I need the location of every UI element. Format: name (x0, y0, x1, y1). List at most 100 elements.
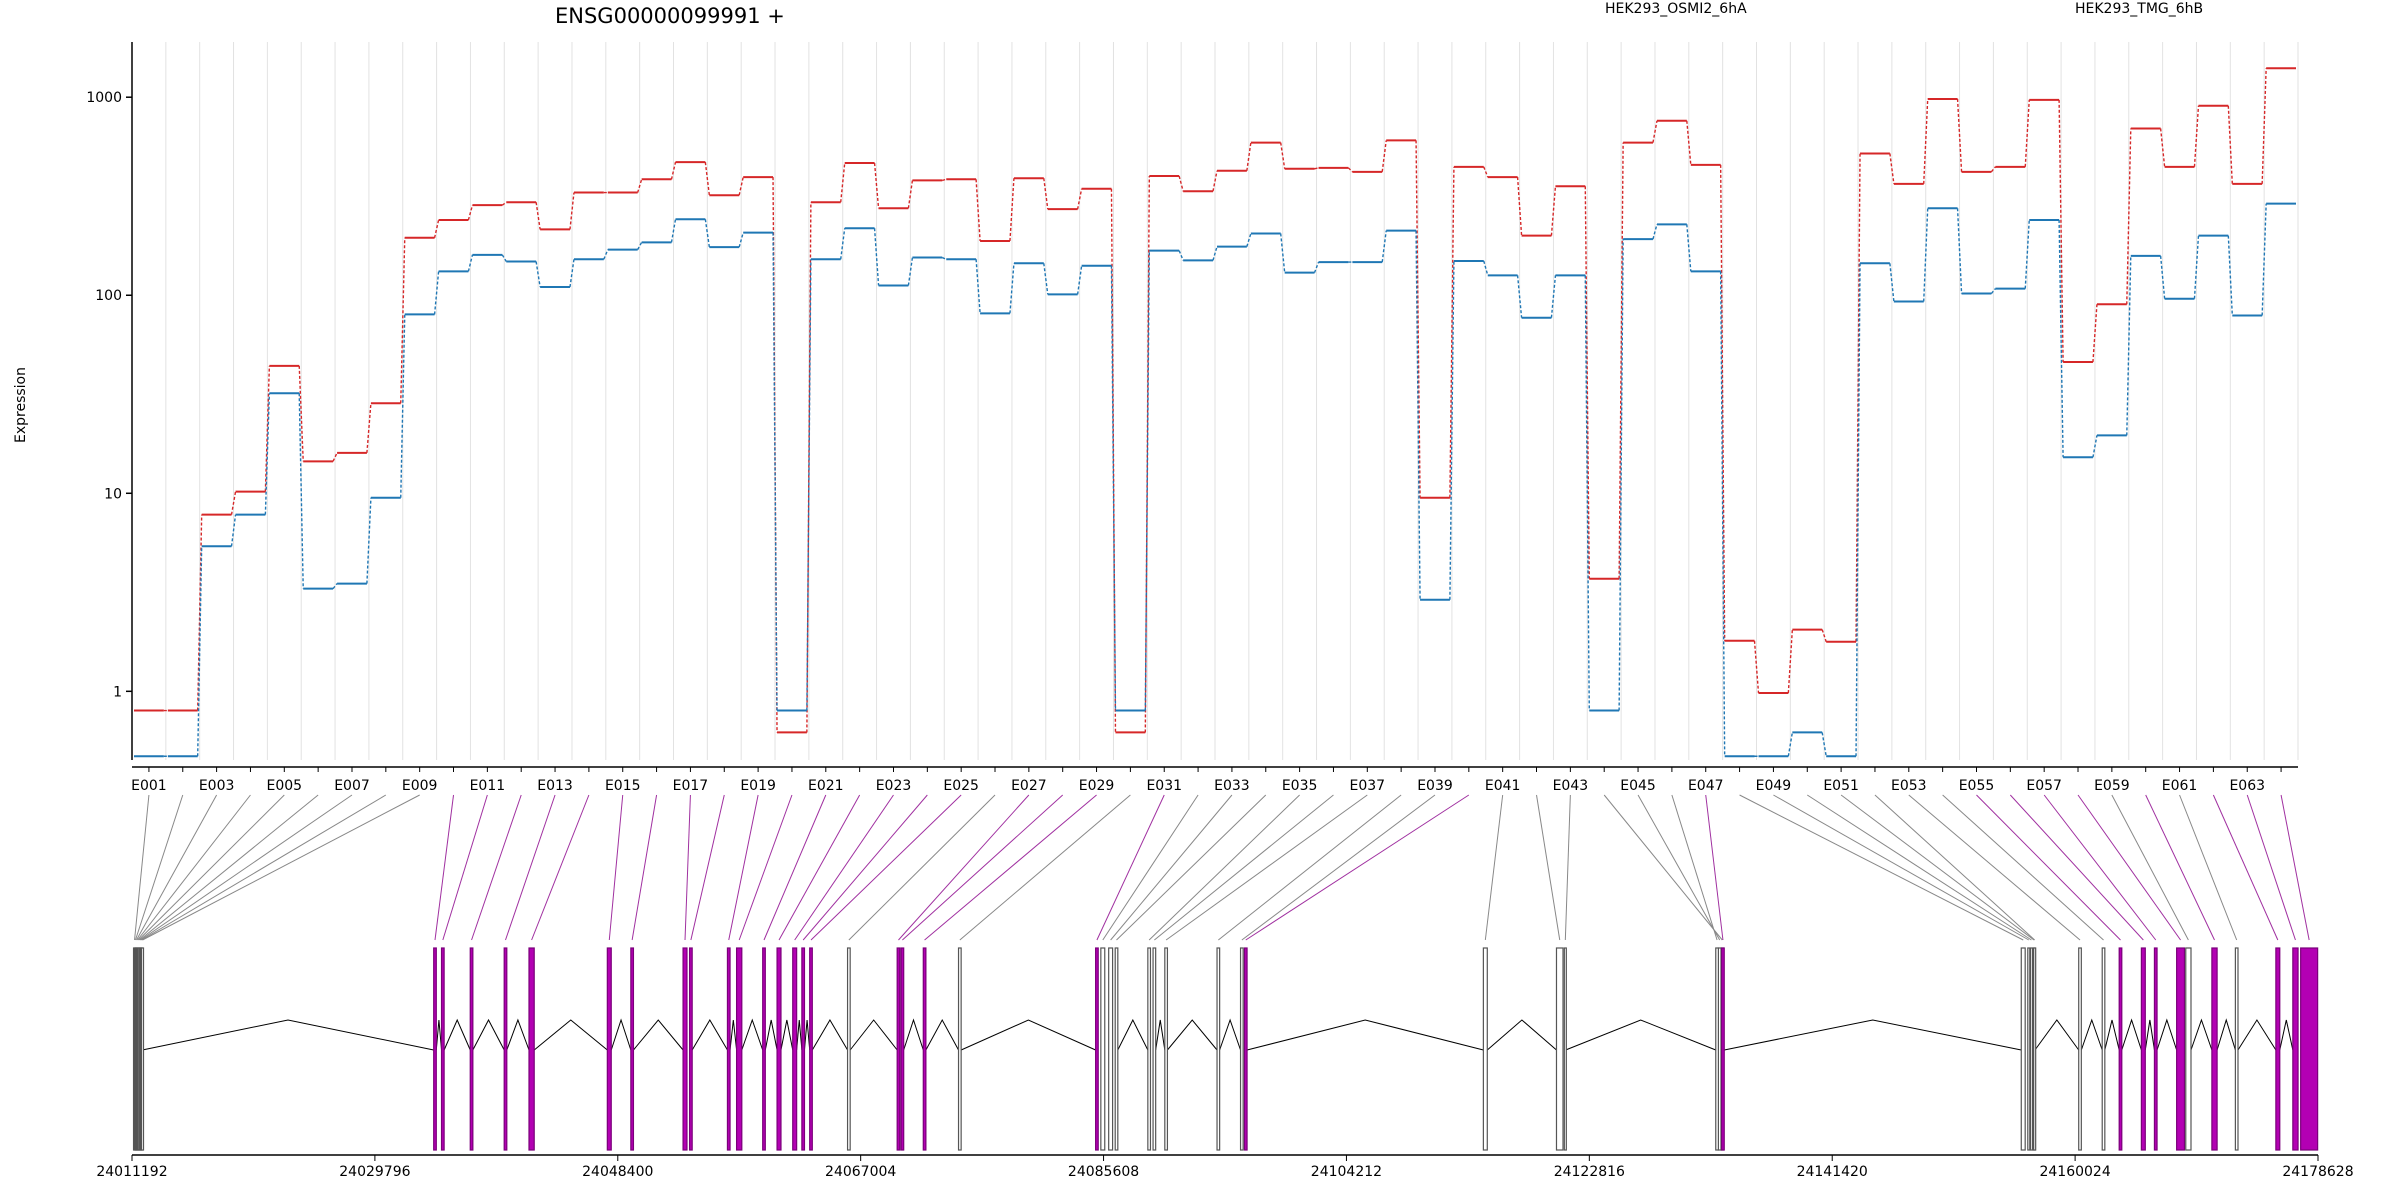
exon-connector (1773, 794, 2030, 941)
x-tick-label: E037 (1350, 778, 1386, 794)
series-line (163, 203, 2267, 757)
y-axis-label: Expression (13, 367, 29, 443)
series-layer (134, 67, 2296, 758)
exon-connector (1484, 794, 1504, 941)
intron-line (2144, 1019, 2155, 1051)
exon-box (809, 947, 813, 1151)
exon-connector (924, 794, 1097, 941)
exon-connector (1241, 794, 1436, 941)
exon-box (1100, 947, 1106, 1151)
exon-connector (684, 794, 691, 941)
intron-line (1724, 1019, 2022, 1051)
exon-connector (1102, 794, 1199, 941)
exon-connector (1976, 794, 2121, 941)
intron-line (811, 1019, 848, 1051)
exon-box (2176, 947, 2186, 1151)
exon-connector (1564, 794, 1571, 941)
x-tick-label: E031 (1146, 778, 1182, 794)
exon-connector (2212, 794, 2279, 941)
intron-line (903, 1018, 924, 1051)
y-axis-ticks: 1 10 100 1000 (86, 90, 132, 700)
exon-box (433, 947, 437, 1151)
genomic-tick-label: 24178628 (2282, 1164, 2353, 1180)
exon-connector (142, 794, 420, 941)
exon-connector (1536, 794, 1561, 941)
genomic-tick-label: 24122816 (1554, 1164, 1625, 1180)
exon-connector (1840, 794, 2035, 941)
x-tick-label: E025 (943, 778, 979, 794)
legend-entry-osmi2: HEK293_OSMI2_6hA (1605, 1, 1747, 17)
intron-line (796, 1019, 803, 1051)
exon-connector (728, 794, 759, 941)
x-tick-label: E047 (1688, 778, 1724, 794)
exon-box (2027, 947, 2031, 1151)
y-tick-label: 10 (104, 486, 122, 502)
genomic-tick-label: 24160024 (2039, 1164, 2110, 1180)
exon-connector (2145, 794, 2215, 941)
exon-box (2118, 947, 2123, 1151)
exon-box (688, 947, 693, 1151)
intron-line (142, 1019, 434, 1051)
exon-connector (471, 794, 522, 941)
x-tick-label: E029 (1079, 778, 1115, 794)
exon-connector (434, 794, 455, 941)
exon-connector (1218, 794, 1402, 941)
intron-line (2279, 1019, 2294, 1051)
exon-connector (1739, 794, 2024, 941)
exon-box (140, 947, 145, 1151)
y-tick-label: 100 (95, 288, 122, 304)
exon-box (2300, 947, 2319, 1151)
exon-connector (1110, 794, 1233, 941)
x-tick-label: E057 (2026, 778, 2062, 794)
x-tick-label: E045 (1620, 778, 1656, 794)
intron-line (1117, 1018, 1149, 1051)
x-tick-label: E011 (470, 778, 506, 794)
intron-line (2237, 1019, 2277, 1051)
intron-line (2121, 1018, 2142, 1051)
intron-line (729, 1019, 738, 1051)
exon-box (2029, 947, 2034, 1151)
exon-connector (631, 794, 658, 941)
exon-connector (1603, 794, 1723, 941)
exon-connector (1165, 794, 1368, 941)
exon-connector (1116, 794, 1267, 941)
exon-box (1114, 947, 1119, 1151)
genomic-axis-ticks: 24011192 24029796 24048400 24067004 24085608… (96, 1155, 2354, 1180)
exon-connector (848, 794, 996, 941)
genomic-tick-label: 24085608 (1068, 1164, 1139, 1180)
exon-box (1721, 947, 1725, 1151)
exon-connector (1705, 794, 1724, 941)
x-tick-label: E051 (1823, 778, 1859, 794)
exon-connector (140, 794, 353, 941)
exon-box (1147, 947, 1152, 1151)
exon-box (469, 947, 474, 1151)
exon-connector (738, 794, 793, 941)
series-HEK293_TMG_6hB (134, 202, 2296, 758)
genomic-tick-label: 24029796 (339, 1164, 410, 1180)
exon-box (528, 947, 535, 1151)
exon-box (2153, 947, 2158, 1151)
exon-connector (134, 794, 150, 941)
exon-box (2185, 947, 2192, 1151)
exon-box (2101, 947, 2106, 1151)
x-tick-label: E063 (2229, 778, 2265, 794)
x-tick-label: E035 (1282, 778, 1318, 794)
exon-connector (2280, 794, 2310, 941)
exon-connector (134, 794, 184, 941)
exon-box (726, 947, 731, 1151)
exon-box (606, 947, 612, 1151)
x-tick-label: E005 (267, 778, 303, 794)
exon-connector (902, 794, 1064, 941)
intron-line (691, 1019, 728, 1051)
x-tick-label: E001 (131, 778, 167, 794)
exon-connector (2246, 794, 2296, 941)
exon-connector (1154, 794, 1334, 941)
exon-box (776, 947, 782, 1151)
x-tick-label: E027 (1011, 778, 1047, 794)
x-tick-label: E049 (1756, 778, 1792, 794)
exon-connector (505, 794, 556, 941)
legend-entry-tmg: HEK293_TMG_6hB (2075, 1, 2203, 17)
genomic-tick-label: 24104212 (1311, 1164, 1382, 1180)
